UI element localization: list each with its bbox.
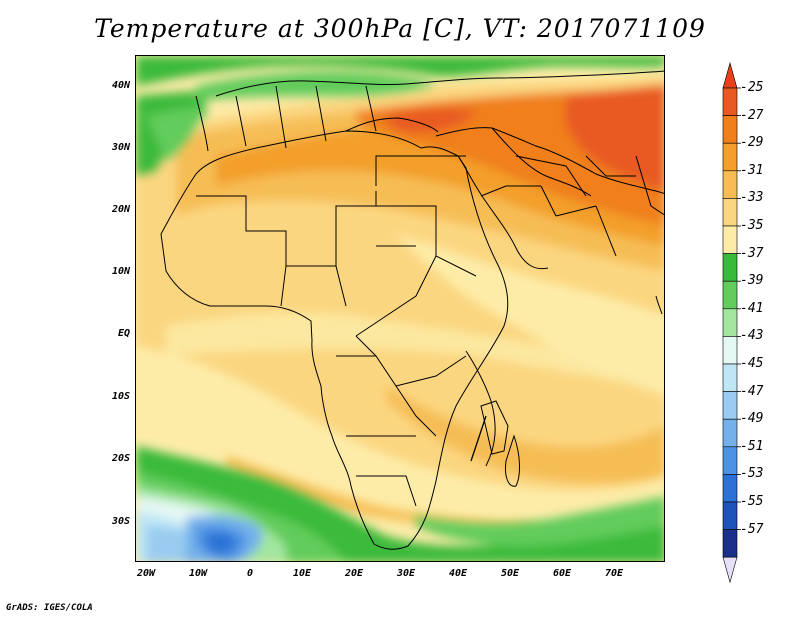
colorbar-label: -31 [740, 162, 764, 178]
lon-label-70e: 70E [604, 568, 624, 579]
colorbar-swatch [722, 474, 738, 503]
colorbar-label: -37 [740, 245, 764, 261]
colorbar-swatch [722, 446, 738, 475]
lat-label-30s: 30S [111, 516, 130, 527]
colorbar-swatch [722, 87, 738, 116]
lat-label-eq: EQ [117, 328, 130, 339]
colorbar-label: -27 [740, 107, 764, 123]
colorbar-swatch [722, 418, 738, 448]
temperature-map [135, 55, 665, 562]
colorbar-top-cap [722, 61, 738, 89]
colorbar-swatch [722, 363, 738, 392]
lon-label-10w: 10W [188, 568, 208, 579]
lon-label-20w: 20W [136, 568, 156, 579]
map-title: Temperature at 300hPa [C], VT: 201707110… [94, 14, 706, 43]
colorbar-swatch [722, 198, 738, 227]
lon-label-30e: 30E [396, 568, 416, 579]
lat-label-10s: 10S [111, 391, 130, 402]
colorbar-label: -43 [740, 328, 764, 344]
colorbar-label: -29 [740, 135, 764, 151]
colorbar-swatch [722, 308, 738, 337]
grads-credit: GrADS: IGES/COLA [6, 603, 93, 613]
lon-label-40e: 40E [448, 568, 468, 579]
lon-label-0: 0 [246, 568, 254, 579]
colorbar-swatch [722, 529, 738, 558]
colorbar-swatch [722, 170, 738, 199]
colorbar-bottom-cap [722, 556, 738, 584]
colorbar-swatch [722, 253, 738, 282]
colorbar-label: -25 [740, 80, 764, 95]
colorbar-label: -45 [740, 356, 764, 371]
colorbar-label: -33 [740, 190, 764, 206]
colorbar-label: -55 [740, 494, 764, 509]
colorbar-label: -47 [740, 383, 764, 399]
colorbar-label: -49 [740, 411, 764, 427]
lat-label-20n: 20N [111, 204, 130, 215]
lat-label-10n: 10N [111, 266, 130, 277]
colorbar-swatch [722, 280, 738, 310]
lat-label-40n: 40N [111, 80, 130, 91]
colorbar-label: -53 [740, 466, 764, 482]
colorbar-label: -41 [740, 300, 764, 316]
lon-label-50e: 50E [500, 568, 520, 579]
colorbar-swatch [722, 115, 738, 144]
colorbar-swatch [722, 336, 738, 365]
colorbar-label: -51 [740, 438, 764, 454]
colorbar-swatch [722, 391, 738, 420]
lon-label-60e: 60E [552, 568, 572, 579]
colorbar-swatch [722, 142, 738, 172]
lat-label-20s: 20S [111, 453, 130, 464]
colorbar-swatch [722, 501, 738, 530]
temperature-field [136, 56, 664, 561]
lon-label-10e: 10E [292, 568, 312, 579]
colorbar-label: -57 [740, 521, 764, 537]
colorbar-swatch [722, 225, 738, 254]
lat-label-30n: 30N [111, 142, 130, 153]
colorbar-label: -39 [740, 273, 764, 289]
colorbar-label: -35 [740, 218, 764, 233]
coastlines [160, 70, 664, 550]
lon-label-20e: 20E [344, 568, 364, 579]
